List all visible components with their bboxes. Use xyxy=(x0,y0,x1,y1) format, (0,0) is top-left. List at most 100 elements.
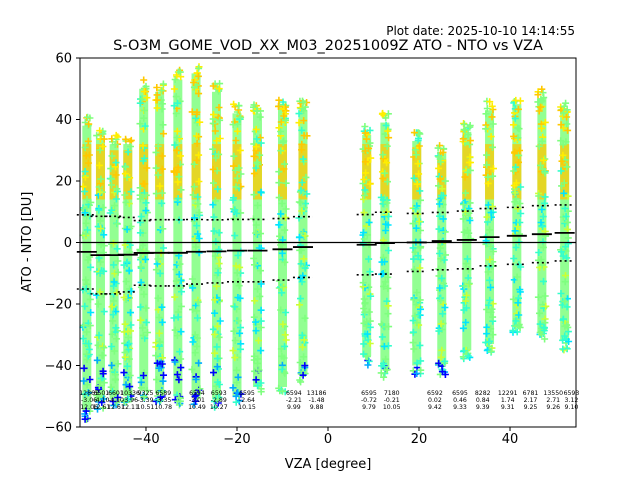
x-tick-label: −40 xyxy=(132,432,159,447)
data-point xyxy=(278,282,286,290)
stat-label-line: -2.21 xyxy=(286,397,302,404)
data-point xyxy=(125,355,133,363)
data-point xyxy=(383,297,391,305)
data-point xyxy=(489,143,496,151)
data-point xyxy=(511,149,518,157)
data-point xyxy=(188,365,196,373)
data-point xyxy=(559,336,567,344)
data-point xyxy=(539,243,547,251)
data-point xyxy=(378,362,386,370)
scatter-density-band xyxy=(512,104,522,326)
scatter-column xyxy=(170,66,185,409)
data-point xyxy=(410,129,418,137)
stat-label: 13550 2.71 9.26 xyxy=(543,390,563,411)
data-point xyxy=(256,292,264,300)
data-point xyxy=(210,369,217,377)
data-point xyxy=(212,238,220,246)
data-point xyxy=(279,320,287,328)
stat-label-line: 10336 xyxy=(120,390,140,397)
data-point xyxy=(114,257,122,265)
data-point xyxy=(359,180,367,187)
data-point xyxy=(462,260,470,268)
data-point xyxy=(96,217,104,225)
data-point xyxy=(142,255,149,263)
data-point xyxy=(251,261,258,269)
data-point xyxy=(409,339,417,347)
data-point xyxy=(489,300,497,308)
data-point xyxy=(534,91,542,99)
scatter-high-cluster xyxy=(298,144,308,200)
data-point xyxy=(384,127,392,135)
data-point xyxy=(441,228,449,236)
data-point xyxy=(417,366,425,374)
data-point xyxy=(435,327,443,335)
data-point xyxy=(100,135,108,143)
data-point xyxy=(380,373,388,381)
data-point xyxy=(541,118,549,126)
data-point xyxy=(409,244,417,252)
data-point xyxy=(215,333,223,341)
data-point xyxy=(278,249,286,257)
data-point xyxy=(100,395,108,403)
data-point xyxy=(298,179,306,186)
data-point xyxy=(299,343,306,351)
stat-label-line: 12291 xyxy=(498,390,518,397)
data-point xyxy=(109,398,117,405)
data-point xyxy=(410,255,418,263)
stat-label: 6501 -4.10 12.61 xyxy=(93,390,111,411)
data-point xyxy=(237,324,244,332)
data-point xyxy=(142,318,150,326)
data-point xyxy=(93,291,101,299)
data-point xyxy=(378,258,386,266)
data-point xyxy=(235,282,243,290)
data-point xyxy=(413,289,421,296)
data-point xyxy=(563,113,571,121)
data-point xyxy=(231,166,239,174)
data-point xyxy=(235,102,243,110)
data-point xyxy=(84,113,92,121)
data-point xyxy=(126,383,134,391)
data-point xyxy=(541,193,549,201)
data-point xyxy=(416,341,424,349)
y-tick-label: 40 xyxy=(55,113,72,128)
data-point xyxy=(96,288,104,296)
data-point xyxy=(257,388,265,396)
data-point xyxy=(483,306,491,313)
data-point xyxy=(464,131,472,139)
data-point xyxy=(298,207,306,215)
data-point xyxy=(251,297,259,305)
data-point xyxy=(156,182,164,190)
data-point xyxy=(275,96,283,104)
data-point xyxy=(382,114,390,122)
data-point xyxy=(108,330,116,338)
data-point xyxy=(510,182,518,190)
data-point xyxy=(359,239,367,247)
data-point xyxy=(152,148,160,156)
data-point xyxy=(255,366,263,374)
data-point xyxy=(154,171,162,179)
data-point xyxy=(136,229,144,237)
data-point xyxy=(139,324,147,332)
stat-label-line: -4.10 xyxy=(93,397,109,404)
stat-label: 6593 -2.89 10.27 xyxy=(210,390,228,411)
data-point xyxy=(177,284,184,292)
data-point xyxy=(237,390,245,398)
data-point xyxy=(214,185,222,193)
data-point xyxy=(210,179,217,187)
data-point xyxy=(360,176,368,183)
stat-label: 7180 -0.21 10.05 xyxy=(383,390,401,411)
data-point xyxy=(562,243,569,251)
data-point xyxy=(486,296,494,304)
data-point xyxy=(234,127,241,135)
data-point xyxy=(483,161,491,169)
data-point xyxy=(366,340,374,347)
scatter-column xyxy=(377,109,393,381)
data-point xyxy=(295,110,303,118)
data-point xyxy=(87,309,95,316)
data-point xyxy=(563,218,571,226)
data-point xyxy=(100,344,108,352)
data-point xyxy=(564,225,571,233)
data-point xyxy=(417,227,424,234)
data-point xyxy=(196,118,204,126)
data-point xyxy=(254,285,262,293)
